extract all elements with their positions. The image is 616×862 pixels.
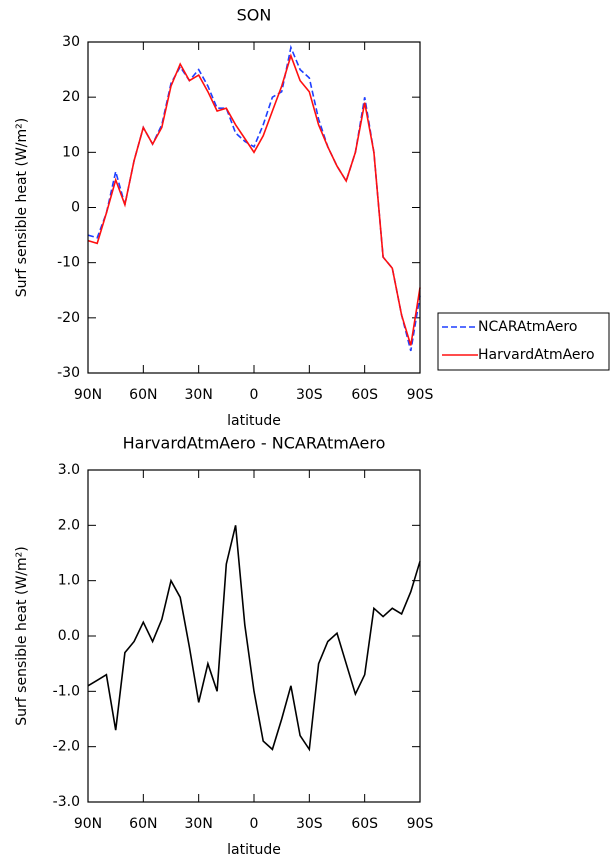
x-tick-label: 0: [250, 816, 259, 832]
series-line: [87, 53, 421, 346]
y-axis-label: Surf sensible heat (W/m²): [14, 546, 30, 725]
chart-title: SON: [237, 6, 272, 25]
y-tick-label: -2.0: [53, 739, 80, 755]
x-tick-label: 90S: [407, 387, 434, 403]
y-tick-label: -1.0: [53, 683, 80, 699]
x-tick-label: 60N: [129, 816, 157, 832]
x-tick-label: 0: [250, 387, 259, 403]
plot-frame: [87, 41, 421, 374]
x-axis-label: latitude: [227, 842, 281, 858]
y-axis-label: Surf sensible heat (W/m²): [14, 118, 30, 297]
x-tick-label: 30S: [296, 816, 323, 832]
chart-title: HarvardAtmAero - NCARAtmAero: [123, 434, 386, 453]
y-tick-label: 3.0: [58, 462, 80, 478]
y-tick-label: 20: [62, 89, 80, 105]
legend-box: [437, 312, 610, 371]
x-axis-label: latitude: [227, 413, 281, 429]
y-tick-label: -10: [57, 255, 80, 271]
y-tick-label: 2.0: [58, 517, 80, 533]
y-tick-label: -20: [57, 310, 80, 326]
x-tick-label: 30S: [296, 387, 323, 403]
y-tick-label: -3.0: [53, 794, 80, 810]
y-tick-label: -30: [57, 365, 80, 381]
x-tick-label: 30N: [185, 816, 213, 832]
x-tick-label: 60N: [129, 387, 157, 403]
legend-label: NCARAtmAero: [478, 319, 577, 335]
y-tick-label: 0: [71, 200, 80, 216]
y-tick-label: 1.0: [58, 573, 80, 589]
x-tick-label: 60S: [351, 387, 378, 403]
x-tick-label: 90N: [74, 816, 102, 832]
plot-frame: [87, 469, 421, 803]
y-tick-label: 30: [62, 34, 80, 50]
x-tick-label: 30N: [185, 387, 213, 403]
series-line: [87, 525, 421, 752]
x-tick-label: 90S: [407, 816, 434, 832]
x-tick-label: 60S: [351, 816, 378, 832]
x-tick-label: 90N: [74, 387, 102, 403]
y-tick-label: 0.0: [58, 628, 80, 644]
y-tick-label: 10: [62, 144, 80, 160]
series-line: [87, 44, 421, 352]
legend-label: HarvardAtmAero: [478, 347, 595, 363]
